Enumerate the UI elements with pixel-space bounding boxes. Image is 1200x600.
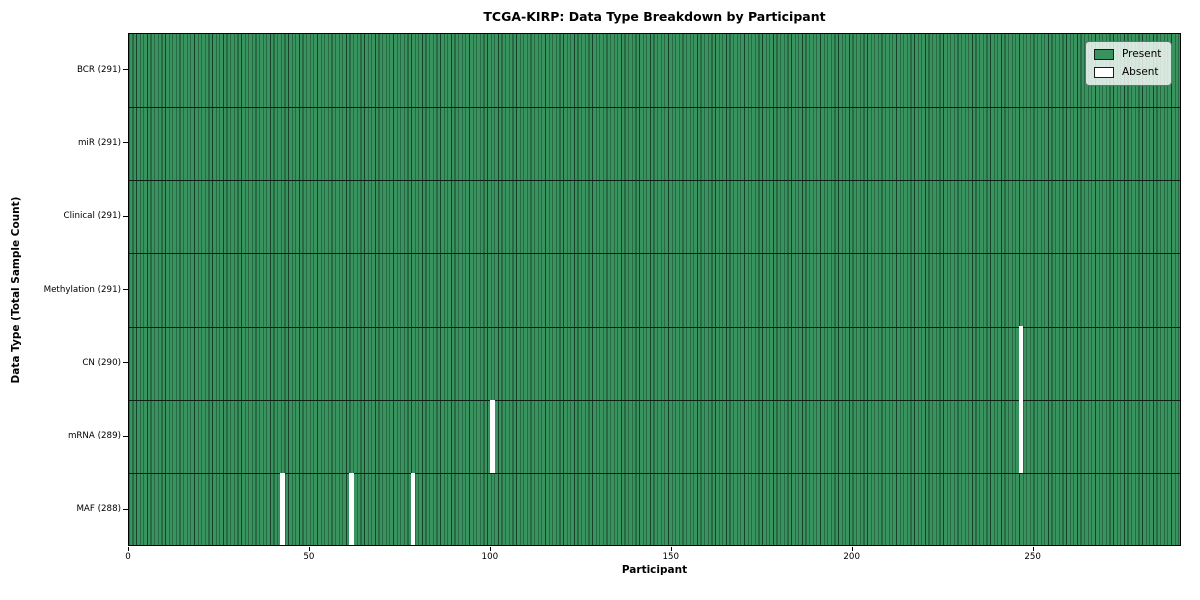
legend-label-present: Present xyxy=(1122,48,1162,61)
x-tick-mark-250 xyxy=(1032,547,1034,551)
legend-swatch-present xyxy=(1094,49,1114,60)
absent-cell-mRNA-246 xyxy=(1018,399,1024,474)
absent-cell-mRNA-100 xyxy=(490,399,496,474)
y-tick-label-mRNA: mRNA (289) xyxy=(67,431,121,442)
legend-label-absent: Absent xyxy=(1122,66,1159,79)
x-tick-mark-50 xyxy=(308,547,310,551)
y-tick-mark-Clinical xyxy=(123,215,128,217)
absent-cell-CN-246 xyxy=(1018,326,1024,400)
row-separator xyxy=(129,326,1180,328)
x-tick-label-0: 0 xyxy=(125,552,131,562)
y-tick-mark-Methylation xyxy=(123,289,128,290)
x-tick-mark-150 xyxy=(670,547,672,551)
plot-area xyxy=(128,33,1181,546)
legend-item-present: Present xyxy=(1094,49,1161,60)
x-tick-mark-200 xyxy=(851,547,853,551)
x-axis-label: Participant xyxy=(621,564,688,576)
row-separator xyxy=(129,106,1180,108)
row-separator xyxy=(129,180,1180,182)
y-tick-mark-BCR xyxy=(123,69,128,71)
x-tick-mark-100 xyxy=(489,547,491,551)
y-tick-label-MAF: MAF (288) xyxy=(76,504,121,515)
legend: Present Absent xyxy=(1085,41,1173,86)
x-tick-label-50: 50 xyxy=(303,552,315,562)
row-separator xyxy=(129,473,1180,475)
x-tick-mark-0 xyxy=(128,547,129,551)
y-tick-label-Clinical: Clinical (291) xyxy=(63,211,121,222)
y-tick-mark-MAF xyxy=(123,508,128,510)
row-separator xyxy=(129,399,1180,401)
y-tick-label-CN: CN (290) xyxy=(82,357,121,368)
chart-title: TCGA-KIRP: Data Type Breakdown by Partic… xyxy=(483,9,826,24)
row-separator xyxy=(129,253,1180,255)
absent-cell-MAF-78 xyxy=(410,472,416,545)
legend-swatch-absent xyxy=(1094,67,1114,78)
y-tick-mark-miR xyxy=(123,142,128,144)
absent-cell-MAF-42 xyxy=(280,472,286,545)
y-tick-mark-CN xyxy=(123,362,128,364)
y-tick-label-Methylation: Methylation (291) xyxy=(43,284,121,295)
absent-cell-MAF-61 xyxy=(349,472,354,545)
x-tick-label-200: 200 xyxy=(843,552,860,562)
x-tick-label-100: 100 xyxy=(481,552,499,562)
x-tick-label-250: 250 xyxy=(1024,552,1041,562)
y-tick-mark-mRNA xyxy=(123,435,128,437)
legend-item-absent: Absent xyxy=(1094,67,1161,78)
y-tick-label-miR: miR (291) xyxy=(77,137,121,148)
x-tick-label-150: 150 xyxy=(662,552,680,562)
y-tick-label-BCR: BCR (291) xyxy=(76,64,121,75)
